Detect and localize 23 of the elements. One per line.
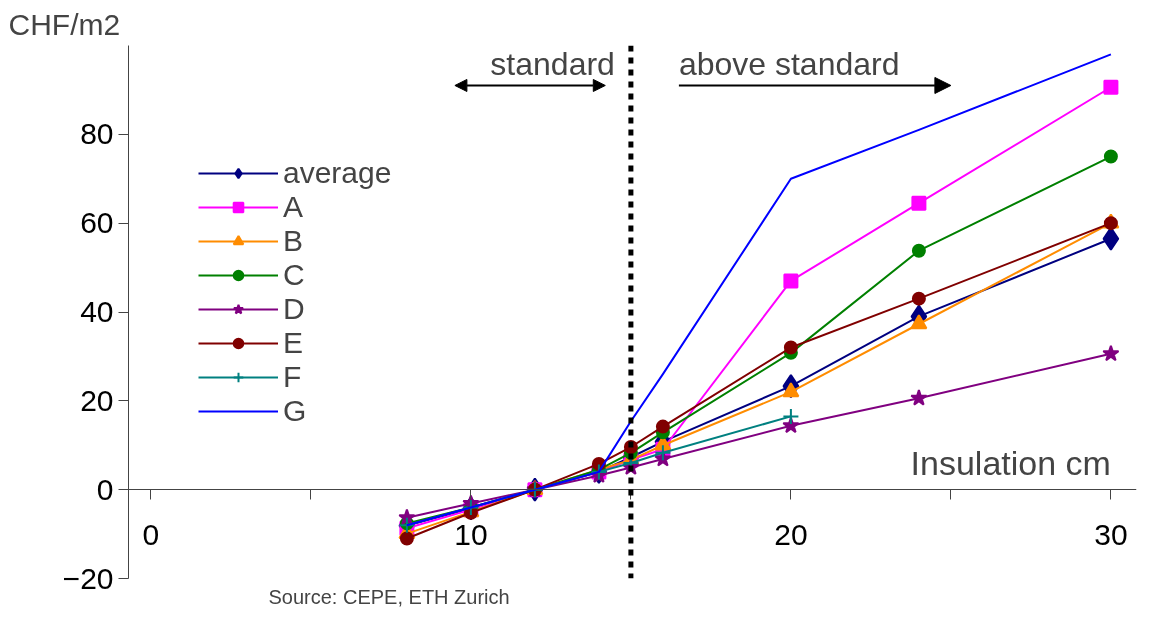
source-note: Source: CEPE, ETH Zurich: [268, 585, 510, 608]
y-tick-label: 0: [96, 472, 114, 506]
legend-label: E: [283, 326, 304, 360]
legend-label: F: [283, 360, 303, 394]
y-tick-label: 20: [80, 383, 114, 417]
legend-label: average: [283, 156, 392, 190]
y-tick-label: 60: [80, 206, 114, 240]
annotation: standard: [490, 45, 615, 82]
legend-label: B: [283, 224, 304, 258]
y-axis-title: CHF/m2: [8, 7, 121, 41]
x-tick-label: 0: [142, 517, 160, 551]
legend-label: A: [283, 190, 304, 224]
annotation: above standard: [678, 45, 900, 82]
legend-label: D: [283, 292, 305, 326]
y-tick-label: −20: [62, 561, 114, 595]
legend-label: G: [283, 394, 307, 428]
legend-label: C: [283, 258, 305, 292]
x-tick-label: 30: [1094, 517, 1128, 551]
y-tick-label: 40: [80, 295, 114, 328]
x-tick-label: 20: [774, 517, 808, 551]
x-tick-label: 10: [454, 517, 488, 551]
y-tick-label: 80: [80, 117, 114, 151]
x-axis-title: Insulation cm: [910, 443, 1111, 482]
